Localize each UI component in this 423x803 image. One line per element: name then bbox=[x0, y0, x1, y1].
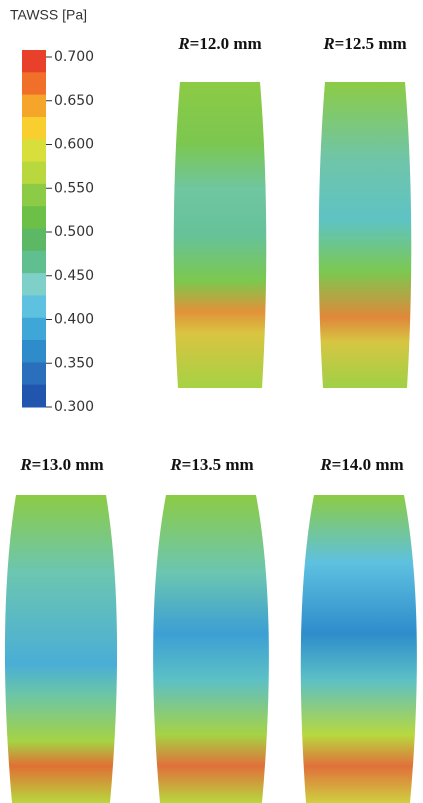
colorbar-step bbox=[22, 184, 46, 207]
figure-canvas: TAWSS [Pa] 0.700 0.650 0.600 0.550 0.500 0.45… bbox=[0, 0, 423, 803]
vessel bbox=[301, 495, 417, 803]
panel-value: =14.0 mm bbox=[332, 455, 404, 474]
panel-label: R=14.0 mm bbox=[319, 455, 403, 474]
panel-value: =13.0 mm bbox=[32, 455, 104, 474]
colorbar-step bbox=[22, 50, 46, 73]
panel-value: =12.0 mm bbox=[190, 34, 262, 53]
colorbar-step bbox=[22, 206, 46, 229]
colorbar-step bbox=[22, 362, 46, 385]
colorbar-tick-label: 0.700 bbox=[54, 49, 94, 65]
panel-variable: R bbox=[322, 34, 334, 53]
colorbar-title: TAWSS [Pa] bbox=[10, 7, 87, 23]
colorbar-tick-label: 0.350 bbox=[54, 355, 94, 371]
colorbar-tick-label: 0.550 bbox=[54, 180, 94, 196]
vessel bbox=[5, 495, 117, 803]
panel-variable: R bbox=[177, 34, 189, 53]
panel-label: R=12.5 mm bbox=[322, 34, 406, 53]
colorbar-step bbox=[22, 139, 46, 162]
vessel bbox=[174, 82, 267, 388]
panel-value: =13.5 mm bbox=[182, 455, 254, 474]
colorbar-step bbox=[22, 162, 46, 185]
colorbar: 0.700 0.650 0.600 0.550 0.500 0.450 0.400 0.350… bbox=[22, 49, 94, 415]
colorbar-tick-label: 0.450 bbox=[54, 268, 94, 284]
panel-variable: R bbox=[19, 455, 31, 474]
colorbar-step bbox=[22, 273, 46, 296]
vessel bbox=[153, 495, 269, 803]
vessel bbox=[319, 82, 412, 388]
figure: TAWSS [Pa] 0.700 0.650 0.600 0.550 0.500 0.45… bbox=[0, 0, 423, 803]
colorbar-tick-label: 0.650 bbox=[54, 93, 94, 109]
colorbar-tick-label: 0.600 bbox=[54, 137, 94, 153]
colorbar-step bbox=[22, 95, 46, 118]
panel-variable: R bbox=[319, 455, 331, 474]
panel-variable: R bbox=[169, 455, 181, 474]
colorbar-step bbox=[22, 295, 46, 318]
colorbar-step bbox=[22, 117, 46, 140]
colorbar-step bbox=[22, 385, 46, 408]
panel-value: =12.5 mm bbox=[335, 34, 407, 53]
colorbar-step bbox=[22, 251, 46, 274]
colorbar-tick-label: 0.500 bbox=[54, 224, 94, 240]
colorbar-tick-label: 0.300 bbox=[54, 399, 94, 415]
colorbar-step bbox=[22, 340, 46, 363]
colorbar-step bbox=[22, 229, 46, 252]
colorbar-step bbox=[22, 318, 46, 341]
panel-label: R=13.0 mm bbox=[19, 455, 103, 474]
panel-label: R=13.5 mm bbox=[169, 455, 253, 474]
panel-label: R=12.0 mm bbox=[177, 34, 261, 53]
colorbar-step bbox=[22, 72, 46, 95]
colorbar-tick-label: 0.400 bbox=[54, 312, 94, 328]
